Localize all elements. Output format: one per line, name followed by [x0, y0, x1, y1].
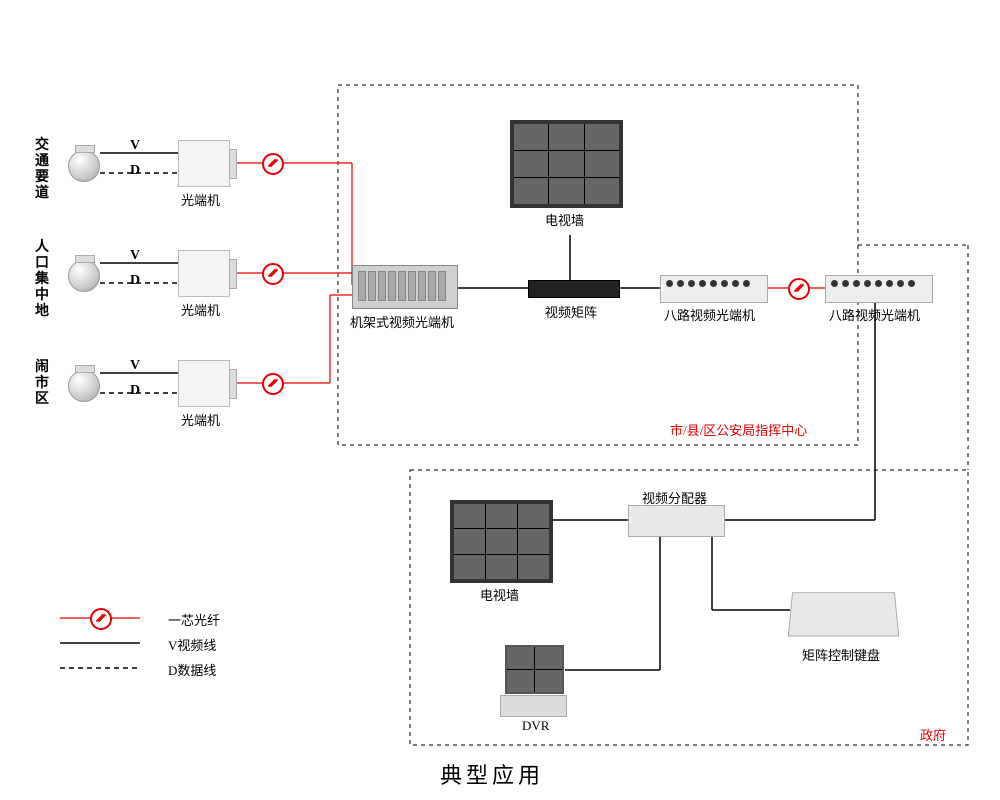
rack-optical-label: 机架式视频光端机: [350, 312, 454, 331]
tv-wall-top: [510, 120, 623, 208]
zone-command-center-label: 市/县/区公安局指挥中心: [670, 420, 807, 439]
eight-ch-optical-2: [825, 275, 933, 303]
legend-data: D数据线: [168, 660, 216, 679]
tv-wall-label-top: 电视墙: [545, 210, 584, 229]
v-label: V: [130, 248, 140, 264]
dvr-monitor: [505, 645, 564, 694]
dvr-label: DVR: [522, 718, 549, 734]
eight-ch-optical-label-2: 八路视频光端机: [829, 305, 920, 324]
v-label: V: [130, 358, 140, 374]
eight-ch-optical-label-1: 八路视频光端机: [664, 305, 755, 324]
optical-terminal-1: [178, 140, 230, 187]
v-label: V: [130, 138, 140, 154]
camera-icon: [68, 150, 100, 182]
tv-wall-bottom: [450, 500, 553, 583]
eight-ch-optical-1: [660, 275, 768, 303]
rack-optical-device: [352, 265, 458, 309]
d-label: D: [130, 163, 140, 179]
video-distributor-label: 视频分配器: [642, 488, 707, 507]
camera-icon: [68, 370, 100, 402]
fiber-icon: [262, 153, 284, 175]
fiber-icon: [90, 608, 112, 630]
connection-lines: [0, 0, 1000, 800]
d-label: D: [130, 273, 140, 289]
tv-wall-label-bottom: 电视墙: [480, 585, 519, 604]
optical-terminal-label-1: 光端机: [181, 190, 220, 209]
video-matrix-label: 视频矩阵: [545, 302, 597, 321]
camera-icon: [68, 260, 100, 292]
fiber-icon: [262, 373, 284, 395]
zone-government-label: 政府: [920, 725, 946, 744]
fiber-icon: [788, 278, 810, 300]
optical-terminal-3: [178, 360, 230, 407]
video-matrix-device: [528, 280, 620, 298]
diagram-title: 典型应用: [440, 758, 544, 790]
optical-terminal-2: [178, 250, 230, 297]
location-label-2: 闹市区: [34, 360, 50, 408]
video-distributor: [628, 505, 725, 537]
legend-fiber: 一芯光纤: [168, 610, 220, 629]
legend-video: V视频线: [168, 635, 216, 654]
d-label: D: [130, 383, 140, 399]
fiber-icon: [262, 263, 284, 285]
optical-terminal-label-3: 光端机: [181, 410, 220, 429]
location-label-1: 人口集中地: [34, 240, 50, 320]
optical-terminal-label-2: 光端机: [181, 300, 220, 319]
dvr-unit: [500, 695, 567, 717]
location-label-0: 交通要道: [34, 138, 50, 202]
matrix-keyboard-label: 矩阵控制键盘: [802, 645, 880, 664]
matrix-keyboard: [788, 592, 899, 636]
